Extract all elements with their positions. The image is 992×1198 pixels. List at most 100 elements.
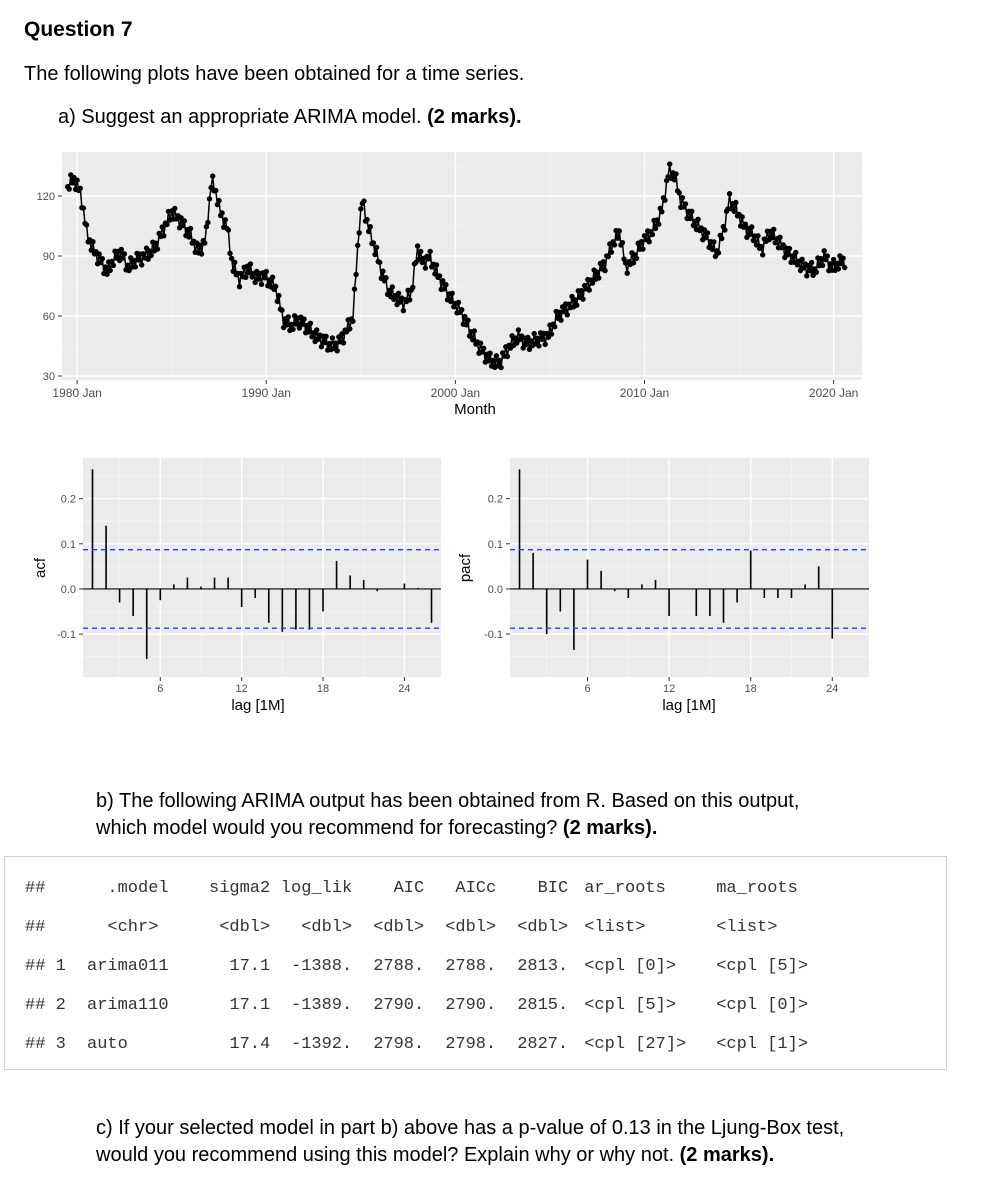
data-point — [481, 345, 487, 351]
data-point — [273, 283, 279, 289]
data-point — [258, 281, 265, 287]
data-point — [556, 309, 563, 315]
data-point — [819, 262, 826, 269]
part-c-line1: c) If your selected model in part b) abo… — [96, 1117, 845, 1139]
data-point — [638, 238, 645, 245]
x-tick-label: 18 — [745, 683, 757, 695]
table-cell: AIC — [393, 879, 425, 898]
data-point — [236, 284, 243, 290]
data-point — [649, 231, 656, 238]
table-cell: AICc — [455, 879, 497, 898]
table-cell: <list> — [584, 918, 646, 937]
table-cell: -1388. — [291, 957, 353, 976]
data-point — [290, 326, 296, 332]
data-point — [274, 298, 280, 305]
data-point — [414, 243, 421, 249]
data-point — [758, 243, 764, 250]
data-point — [769, 235, 775, 241]
x-tick-label: 2000 Jan — [431, 386, 480, 400]
acf-chart: -0.1 0.0 0.1 0.2 6 12 18 24 lag [1M] acf — [32, 458, 441, 714]
table-cell: log_lik — [280, 879, 353, 898]
data-point — [232, 259, 238, 265]
part-b-prompt: which model would you recommend for fore… — [96, 817, 563, 839]
data-point — [228, 255, 235, 262]
data-point — [247, 261, 254, 267]
data-point — [673, 171, 679, 177]
part-c-marks: (2 marks) — [679, 1144, 769, 1166]
data-point — [400, 308, 407, 314]
table-cell: -1389. — [291, 996, 353, 1015]
data-point — [334, 348, 340, 354]
data-point — [318, 344, 325, 350]
pacf-chart: -0.1 0.0 0.1 0.2 6 12 18 24 lag [1M] pacf — [457, 458, 869, 714]
data-point — [830, 256, 837, 263]
data-point — [161, 233, 167, 239]
data-point — [172, 205, 178, 212]
data-point — [243, 274, 249, 280]
data-point — [90, 239, 96, 245]
data-point — [202, 240, 208, 246]
data-point — [615, 235, 621, 241]
data-point — [659, 209, 665, 215]
confidence-bounds — [510, 548, 869, 629]
table-cell: <dbl> — [445, 918, 497, 937]
data-point — [332, 340, 339, 346]
data-point — [145, 256, 151, 262]
data-point — [689, 208, 695, 214]
data-point — [120, 255, 126, 261]
table-cell: <chr> — [87, 918, 159, 937]
x-axis: 1980 Jan 1990 Jan 2000 Jan 2010 Jan 2020 Jan — [52, 380, 858, 400]
data-point — [326, 340, 332, 347]
data-point — [440, 278, 446, 284]
table-cell: <cpl [1]> — [716, 1035, 809, 1054]
y-axis-title: pacf — [457, 553, 474, 582]
data-point — [813, 269, 819, 275]
data-point — [542, 341, 548, 348]
data-point — [477, 340, 484, 346]
part-c-prompt: would you recommend using this model? Ex… — [96, 1144, 680, 1166]
data-point — [523, 341, 529, 348]
data-point — [410, 284, 416, 290]
data-point — [490, 357, 496, 364]
data-point — [383, 275, 389, 281]
data-point — [525, 334, 531, 341]
data-point — [818, 255, 824, 262]
data-point — [187, 225, 194, 232]
data-point — [427, 248, 433, 255]
data-point — [536, 343, 542, 349]
data-point — [750, 237, 756, 244]
data-point — [181, 218, 187, 224]
series-points — [65, 161, 848, 371]
data-point — [246, 270, 252, 276]
data-point — [662, 197, 668, 203]
data-point — [712, 253, 719, 260]
table-cell: 2798. — [445, 1035, 497, 1054]
data-point — [146, 248, 153, 254]
data-point — [589, 280, 596, 286]
part-a-marks: (2 marks) — [427, 106, 517, 128]
part-c-text: c) If your selected model in part b) abo… — [96, 1115, 844, 1169]
data-point — [760, 252, 766, 258]
data-point — [222, 217, 228, 223]
data-point — [69, 180, 76, 186]
data-point — [515, 327, 522, 333]
data-point — [126, 267, 132, 274]
table-cell: <cpl [27]> — [584, 1035, 687, 1054]
data-point — [578, 287, 585, 294]
question-intro: The following plots have been obtained f… — [24, 63, 525, 85]
data-point — [96, 251, 102, 257]
data-point — [88, 247, 95, 253]
data-point — [422, 265, 429, 271]
data-point — [624, 270, 630, 276]
table-cell: <dbl> — [373, 918, 425, 937]
data-point — [314, 327, 320, 333]
data-point — [159, 224, 165, 230]
data-point — [74, 177, 80, 183]
data-point — [569, 293, 575, 300]
data-point — [704, 230, 711, 236]
data-point — [558, 317, 564, 323]
table-cell: 2827. — [517, 1035, 569, 1054]
y-axis: 30 60 90 120 — [37, 191, 62, 383]
y-tick-label: 60 — [43, 311, 55, 323]
data-point — [807, 268, 813, 274]
